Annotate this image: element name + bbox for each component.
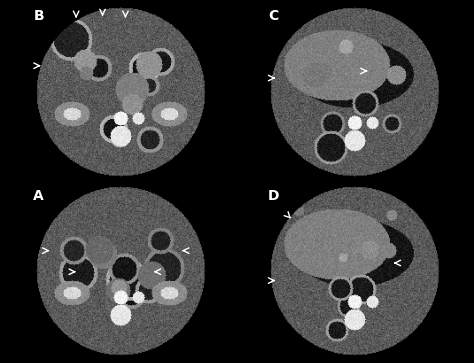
Text: D: D: [268, 188, 280, 203]
Text: A: A: [34, 188, 44, 203]
Text: C: C: [268, 9, 278, 23]
Text: B: B: [34, 9, 44, 23]
